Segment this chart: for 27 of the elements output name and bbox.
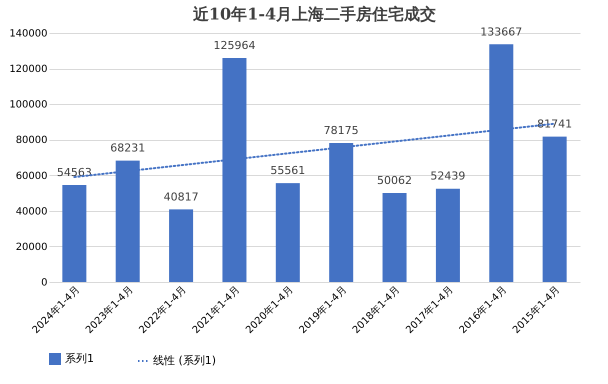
y-tick-label: 20000 (16, 242, 48, 253)
data-label: 125964 (213, 38, 256, 52)
bar (169, 209, 194, 282)
bar (62, 184, 86, 282)
data-label: 133667 (480, 25, 522, 38)
y-tick-label: 80000 (16, 135, 48, 146)
chart-title: 近10年1-4月上海二手房住宅成交 (192, 4, 436, 24)
bar (542, 136, 567, 282)
y-tick-label: 0 (41, 278, 48, 288)
y-tick-label: 100000 (9, 100, 48, 111)
data-label: 54563 (56, 166, 92, 179)
data-label: 40817 (164, 190, 199, 204)
y-tick-label: 60000 (16, 170, 48, 182)
y-tick-label: 120000 (9, 64, 48, 76)
legend-label: 系列1 (65, 352, 94, 365)
data-label: 78175 (324, 124, 359, 137)
bar (276, 183, 300, 282)
legend-label: 线性 (系列1) (153, 354, 216, 367)
data-label: 68231 (110, 142, 146, 155)
data-label: 50062 (377, 174, 412, 187)
data-label: 55561 (270, 164, 306, 178)
bar (382, 192, 407, 282)
y-tick-label: 140000 (9, 28, 48, 40)
y-tick-label: 40000 (16, 206, 48, 218)
data-label: 81741 (537, 118, 572, 131)
bar (436, 188, 460, 282)
data-label: 52439 (430, 170, 466, 183)
